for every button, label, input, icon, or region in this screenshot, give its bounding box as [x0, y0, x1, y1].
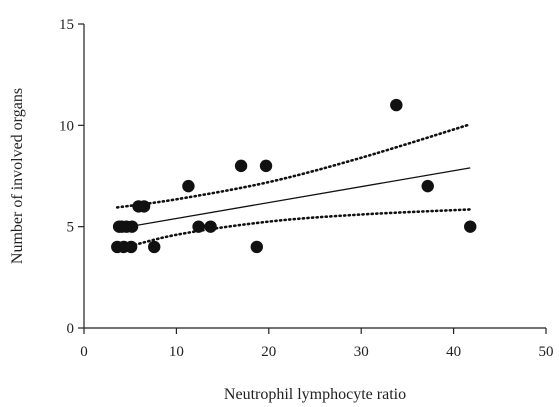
data-point: [259, 159, 273, 173]
axes: [83, 24, 546, 329]
y-tick-label: 5: [67, 220, 75, 236]
data-point: [390, 98, 403, 112]
y-tick-label: 15: [59, 17, 74, 33]
y-tick-label: 0: [67, 321, 75, 337]
x-tick-label: 10: [169, 344, 184, 360]
data-point: [124, 240, 138, 254]
data-point: [192, 220, 205, 233]
confidence-lower-line: [115, 208, 472, 252]
tick-group: 0 10 20 30 40 50 0 5 10 15: [59, 17, 554, 360]
y-tick-label: 10: [59, 118, 74, 134]
x-tick-label: 20: [261, 344, 276, 360]
regression-line: [117, 167, 471, 230]
data-point: [148, 240, 161, 254]
regression-group: [117, 167, 471, 230]
x-tick-label: 50: [539, 344, 554, 360]
data-point: [125, 220, 139, 233]
data-point: [234, 159, 248, 173]
y-axis-title: Number of involved organs: [9, 88, 26, 264]
data-point: [204, 220, 217, 233]
data-point: [421, 179, 434, 193]
confidence-upper-line: [115, 123, 472, 209]
x-tick-label: 40: [446, 344, 461, 360]
data-points: [111, 98, 477, 254]
data-point: [250, 240, 263, 254]
x-tick-label: 0: [80, 344, 88, 360]
data-point: [464, 220, 477, 233]
x-axis-title: Neutrophil lymphocyte ratio: [224, 386, 406, 403]
data-point: [182, 179, 195, 193]
data-point: [137, 200, 151, 213]
x-tick-label: 30: [354, 344, 369, 360]
confidence-band-group: [115, 123, 472, 252]
